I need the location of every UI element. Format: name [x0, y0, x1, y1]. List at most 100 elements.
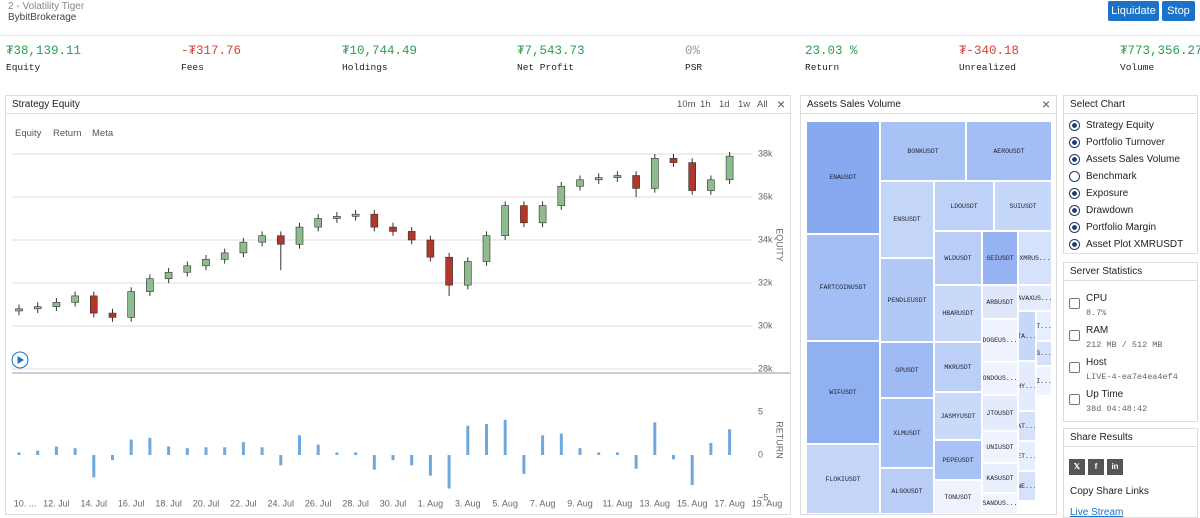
return-bar — [578, 448, 582, 456]
treemap-tile: JTOUSDT — [982, 395, 1018, 431]
radio-checked[interactable] — [1069, 120, 1080, 131]
chart-option[interactable]: Strategy Equity — [1086, 120, 1154, 131]
x-tick-label: 13. Aug — [640, 498, 671, 508]
return-bar — [653, 422, 657, 456]
return-bar — [447, 455, 451, 489]
stat-value: -₮317.76 — [181, 44, 242, 58]
share-icon[interactable]: 𝕏 — [1069, 459, 1085, 475]
y-tick-label: 38k — [758, 148, 773, 158]
radio-checked[interactable] — [1069, 222, 1080, 233]
return-bar — [279, 455, 283, 466]
stat-value: 0% — [685, 44, 701, 58]
stat-label: Fees — [181, 62, 204, 73]
stat-value: ₮7,543.73 — [517, 44, 585, 58]
chart-tab[interactable]: Return — [53, 128, 82, 139]
play-icon — [17, 356, 24, 364]
candle-body — [613, 175, 622, 178]
range-button[interactable]: 1d — [719, 99, 730, 110]
treemap-tile: LDOUSDT — [934, 181, 994, 231]
candle-body — [239, 241, 248, 254]
x-tick-label: 1. Aug — [418, 498, 444, 508]
panel-title: Share Results — [1070, 432, 1133, 443]
panel-title: Assets Sales Volume — [807, 99, 901, 110]
server-icon — [1069, 330, 1080, 341]
return-bar — [260, 447, 264, 456]
range-button[interactable]: 1w — [738, 99, 751, 110]
treemap-tile: OPUSDT — [880, 342, 934, 398]
treemap-tile: FARTCOINUSDT — [806, 234, 880, 341]
candle-body — [445, 256, 453, 286]
candle-body — [146, 278, 154, 292]
x-tick-label: 30. Jul — [380, 498, 407, 508]
candle-body — [333, 216, 341, 219]
treemap-tile: WLDUSDT — [934, 231, 982, 285]
return-bar — [73, 448, 77, 456]
radio-checked[interactable] — [1069, 239, 1080, 250]
chart-option[interactable]: Portfolio Margin — [1086, 222, 1157, 233]
candle-body — [538, 205, 547, 224]
share-icon[interactable]: f — [1088, 459, 1104, 475]
radio-checked[interactable] — [1069, 137, 1080, 148]
chart-option[interactable]: Benchmark — [1086, 171, 1137, 182]
chart-tab[interactable]: Equity — [15, 128, 42, 139]
treemap-tile: UNIUSDT — [982, 431, 1018, 463]
stat-value: ₮38,139.11 — [6, 44, 82, 58]
share-icon[interactable]: in — [1107, 459, 1123, 475]
range-button[interactable]: 1h — [700, 99, 711, 110]
x-tick-label: 10. ... — [14, 498, 37, 508]
treemap-tile: KASUSDT — [982, 463, 1018, 493]
candle-body — [351, 213, 360, 217]
candle-body — [33, 306, 42, 310]
stat-label: PSR — [685, 62, 703, 73]
return-bar — [92, 455, 96, 478]
server-label: Up Time — [1086, 389, 1124, 400]
chart-option[interactable]: Drawdown — [1086, 205, 1134, 216]
candle-body — [463, 261, 472, 286]
range-button[interactable]: All — [757, 99, 768, 110]
stop-button[interactable]: Stop — [1162, 1, 1195, 21]
radio-checked[interactable] — [1069, 154, 1080, 165]
treemap-tile: ENSUSDT — [880, 181, 934, 258]
share-panel: Share Results Copy Share Links Live Stre… — [1063, 428, 1198, 518]
treemap-tile: I... — [1036, 366, 1052, 396]
copy-links: Copy Share Links — [1070, 486, 1149, 497]
radio[interactable] — [1069, 171, 1080, 182]
axis-title: RETURN — [775, 421, 785, 459]
close-button[interactable]: × — [1042, 96, 1051, 112]
return-bar — [372, 455, 376, 470]
treemap-tile: ET... — [1018, 441, 1036, 471]
x-tick-label: 17. Aug — [714, 498, 745, 508]
range-button[interactable]: 10m — [677, 99, 696, 110]
return-bar — [428, 455, 432, 476]
chart-option[interactable]: Exposure — [1086, 188, 1129, 199]
divider — [0, 35, 1200, 36]
equity-panel: Strategy Equity × — [5, 95, 791, 515]
treemap-tile: SEIUSDT — [982, 231, 1018, 285]
x-tick-label: 16. Jul — [118, 498, 145, 508]
stat-label: Net Profit — [517, 62, 575, 73]
server-label: CPU — [1086, 293, 1108, 304]
return-bar — [36, 450, 40, 456]
x-tick-label: 26. Jul — [305, 498, 332, 508]
chart-tab[interactable]: Meta — [92, 128, 114, 139]
chart-option[interactable]: Portfolio Turnover — [1086, 137, 1165, 148]
x-tick-label: 20. Jul — [193, 498, 220, 508]
close-button[interactable]: × — [777, 96, 786, 112]
return-bar — [335, 452, 339, 456]
return-bar — [597, 452, 601, 456]
server-label: RAM — [1086, 325, 1109, 336]
live-stream-link[interactable]: Live Stream — [1070, 507, 1124, 518]
candle-body — [258, 235, 266, 243]
candle-body — [557, 185, 566, 206]
radio-checked[interactable] — [1069, 188, 1080, 199]
chart-option[interactable]: Assets Sales Volume — [1086, 154, 1180, 165]
server-value: LIVE-4-ea7e4ea4ef4 — [1086, 372, 1178, 382]
server-value: 38d 04:48:42 — [1086, 404, 1148, 414]
x-tick-label: 28. Jul — [342, 498, 369, 508]
chart-option[interactable]: Asset Plot XMRUSDT — [1086, 239, 1184, 250]
liquidate-button[interactable]: Liquidate — [1108, 1, 1159, 21]
return-bar — [541, 435, 545, 456]
radio-checked[interactable] — [1069, 205, 1080, 216]
candle-body — [669, 158, 678, 163]
